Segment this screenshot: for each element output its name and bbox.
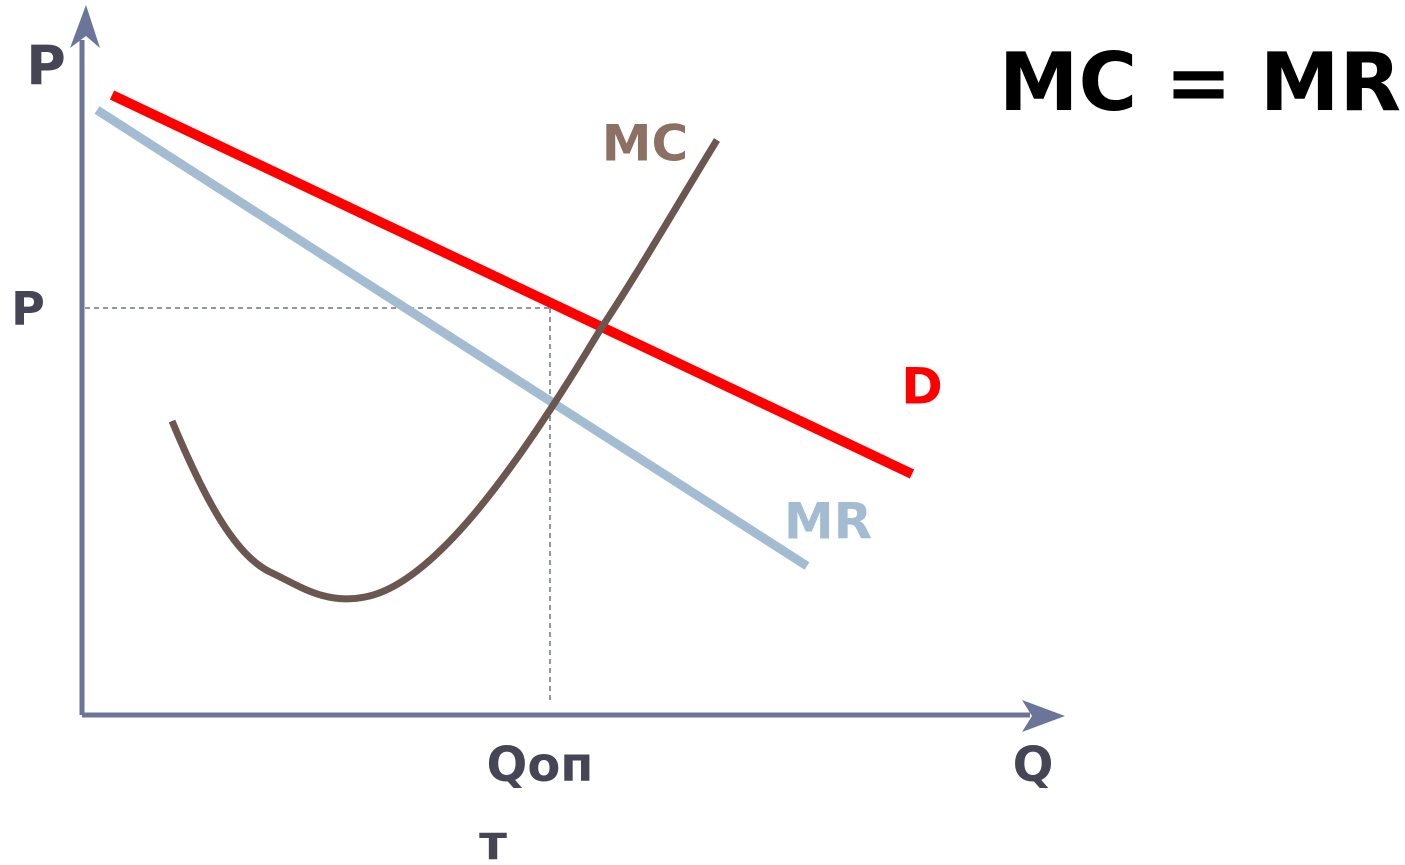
price-label: P — [11, 282, 45, 336]
mr-label: MR — [784, 493, 872, 551]
y-axis-label: P — [26, 35, 66, 98]
title: MC = MR — [999, 36, 1401, 129]
quantity-label: Qоп — [487, 737, 594, 793]
d-label: D — [901, 358, 943, 416]
mc-curve — [168, 138, 720, 603]
quantity-label-cont: т — [479, 815, 507, 865]
demand-curve — [109, 90, 915, 479]
y-arrow — [70, 5, 100, 48]
x-arrow — [1022, 700, 1065, 732]
mr-curve — [94, 106, 810, 570]
mc-label: MC — [602, 115, 688, 173]
x-axis-label: Q — [1013, 737, 1054, 793]
